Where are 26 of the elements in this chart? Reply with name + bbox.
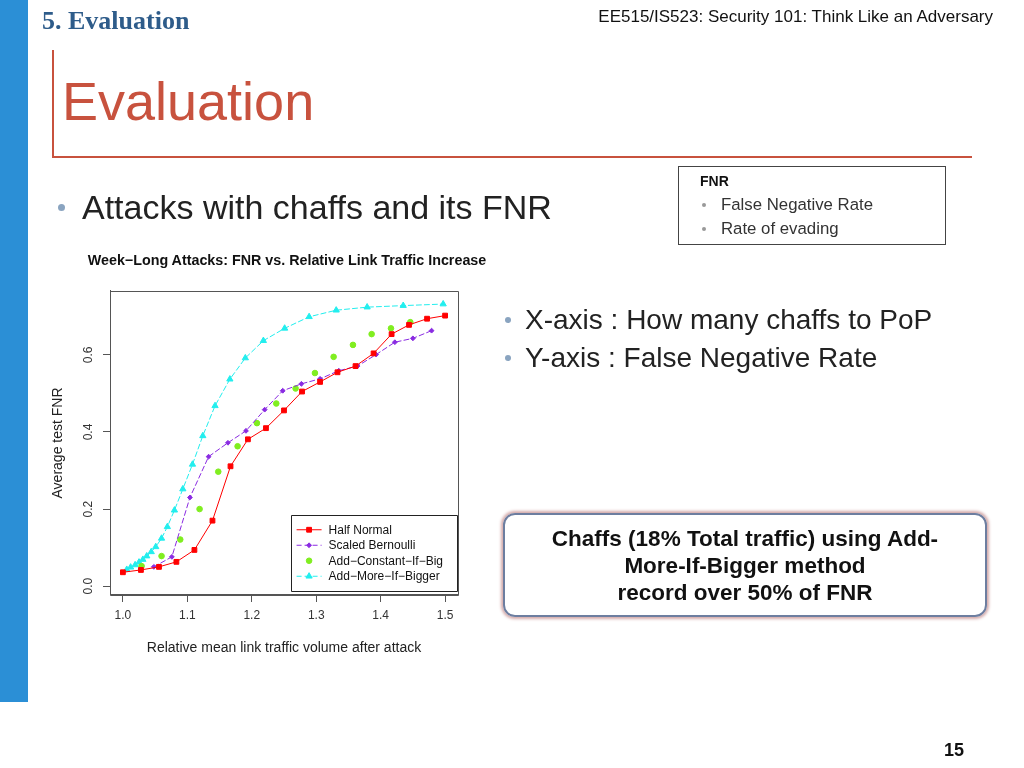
x-tick-label: 1.5 bbox=[436, 607, 454, 622]
text: Attacks with chaffs and its FNR bbox=[82, 188, 552, 226]
x-tick-label: 1.1 bbox=[178, 607, 196, 622]
x-tick-label: 1.0 bbox=[114, 607, 132, 622]
text: EE515/IS523: Security 101: Think Like an Adversary bbox=[598, 7, 993, 27]
y-tick-label: 0.2 bbox=[81, 500, 96, 518]
y-tick-label: 0.0 bbox=[81, 577, 96, 595]
callout-box: Chaffs (18% Total traffic) using Add-More-If-Bigger method record over 50% of FNR bbox=[503, 513, 987, 617]
x-tick-label: 1.2 bbox=[243, 607, 261, 622]
x-tick-label: 1.3 bbox=[307, 607, 325, 622]
y-axis-title: Average test FNR bbox=[48, 387, 65, 499]
legend-label: Half Normal bbox=[328, 522, 392, 537]
text: X-axis : How many chaffs to PoP bbox=[525, 304, 933, 336]
legend-label: Add−Constant−If−Big bbox=[328, 553, 444, 568]
x-axis-title: Relative mean link traffic volume after attack bbox=[146, 638, 423, 655]
y-tick-label: 0.4 bbox=[81, 423, 96, 441]
text: Evaluation bbox=[62, 70, 315, 132]
text: 15 bbox=[944, 740, 965, 761]
chart-title: Week−Long Attacks: FNR vs. Relative Link Traffic Increase bbox=[87, 251, 487, 268]
text: 5. Evaluation bbox=[42, 6, 190, 36]
text: Y-axis : False Negative Rate bbox=[525, 342, 878, 374]
x-tick-label: 1.4 bbox=[372, 607, 390, 622]
legend-label: Add−More−If−Bigger bbox=[328, 569, 440, 584]
definition-box: FNR False Negative Rate Rate of evading bbox=[678, 166, 946, 245]
y-tick-label: 0.6 bbox=[81, 346, 96, 364]
legend-label: Scaled Bernoulli bbox=[328, 538, 416, 553]
